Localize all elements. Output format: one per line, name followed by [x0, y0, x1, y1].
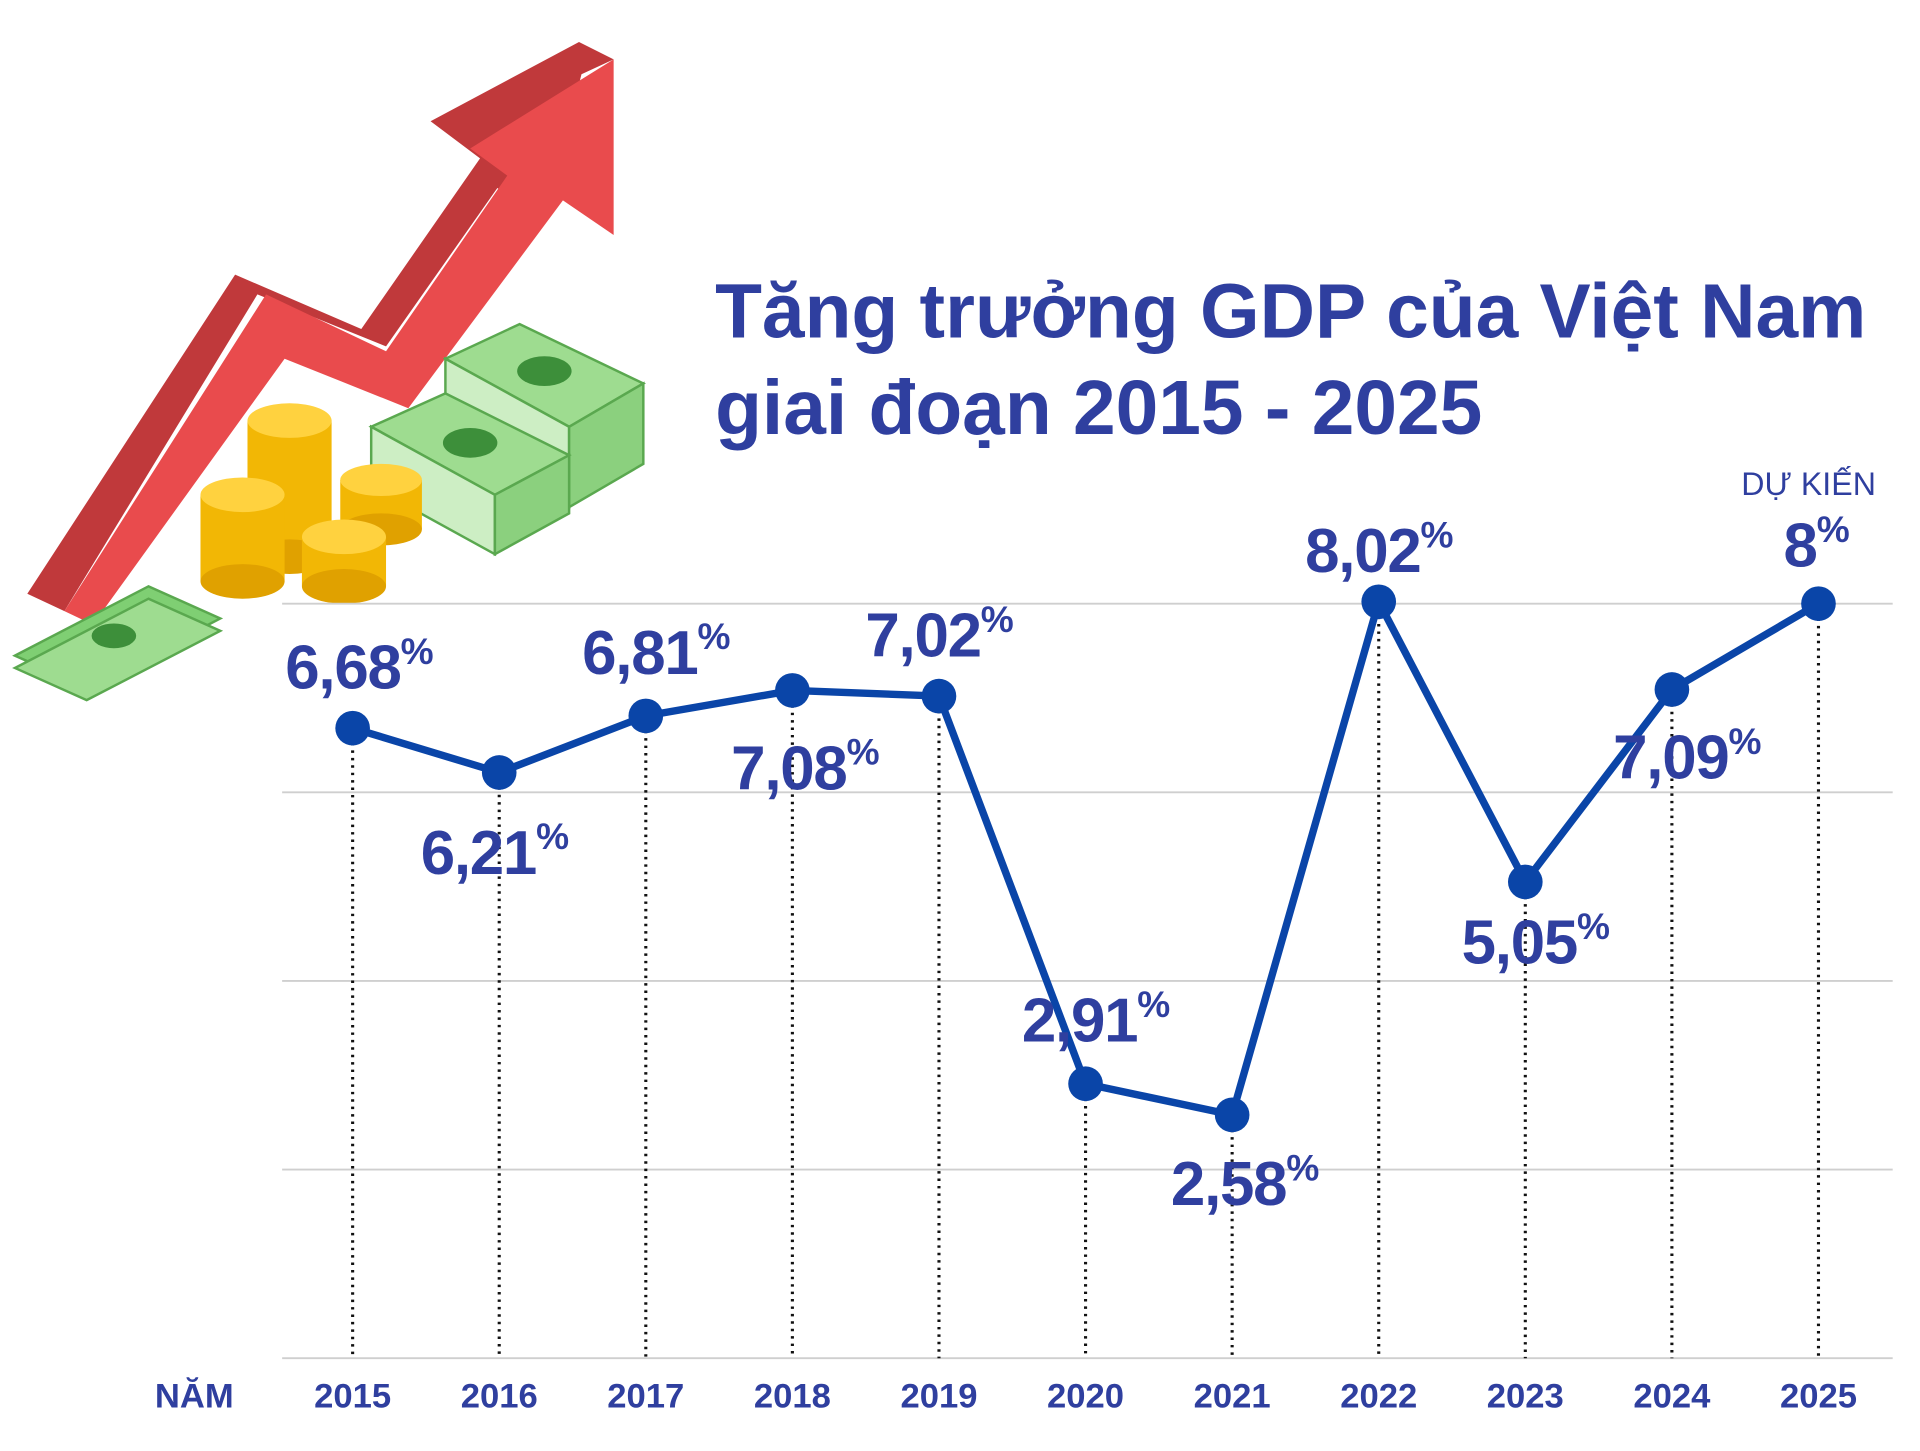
value-label: 2,91% [1022, 983, 1169, 1056]
x-tick-label: 2025 [1780, 1378, 1857, 1416]
x-tick-label: 2016 [461, 1378, 538, 1416]
value-label: 5,05% [1462, 905, 1609, 978]
x-tick-label: 2019 [900, 1378, 977, 1416]
value-label: 7,09% [1613, 720, 1760, 793]
value-label: 7,08% [731, 731, 878, 804]
data-point [921, 678, 957, 714]
value-label: 8,02% [1305, 513, 1452, 586]
illustration [12, 42, 646, 702]
data-point [1068, 1066, 1103, 1102]
data-point [1654, 672, 1690, 707]
chart-title: giai đoạn 2015 - 2025 [715, 366, 1482, 451]
x-tick-label: 2015 [314, 1378, 391, 1416]
value-label: 8% [1784, 508, 1849, 581]
x-tick-label: 2018 [754, 1378, 831, 1416]
x-tick-label: 2024 [1633, 1378, 1711, 1416]
data-point [481, 755, 517, 790]
coins [200, 403, 422, 604]
x-tick-label: 2020 [1047, 1378, 1124, 1416]
x-tick-label: 2021 [1194, 1378, 1271, 1416]
x-tick-label: 2023 [1487, 1378, 1564, 1416]
data-point [1801, 586, 1836, 621]
data-point [628, 698, 664, 734]
data-point [775, 673, 810, 708]
x-tick-label: 2017 [607, 1378, 684, 1416]
value-label: 2,58% [1171, 1146, 1318, 1219]
value-label: 6,81% [582, 615, 729, 688]
annotation: DỰ KIẾN [1741, 466, 1876, 502]
data-point [1507, 864, 1543, 900]
value-label: 6,21% [421, 815, 568, 888]
data-point [1361, 584, 1397, 620]
chart-title: Tăng trưởng GDP của Việt Nam [715, 270, 1866, 355]
data-point [1214, 1097, 1250, 1133]
money-stack [91, 322, 646, 649]
data-point [335, 710, 370, 746]
value-label: 7,02% [865, 598, 1012, 671]
x-axis-label: NĂM [155, 1377, 234, 1416]
value-label: 6,68% [285, 630, 432, 703]
x-tick-label: 2022 [1340, 1378, 1417, 1416]
